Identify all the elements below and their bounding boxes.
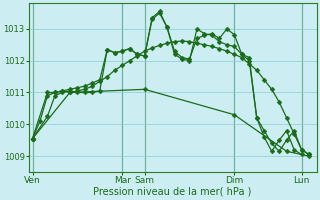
- X-axis label: Pression niveau de la mer( hPa ): Pression niveau de la mer( hPa ): [93, 187, 252, 197]
